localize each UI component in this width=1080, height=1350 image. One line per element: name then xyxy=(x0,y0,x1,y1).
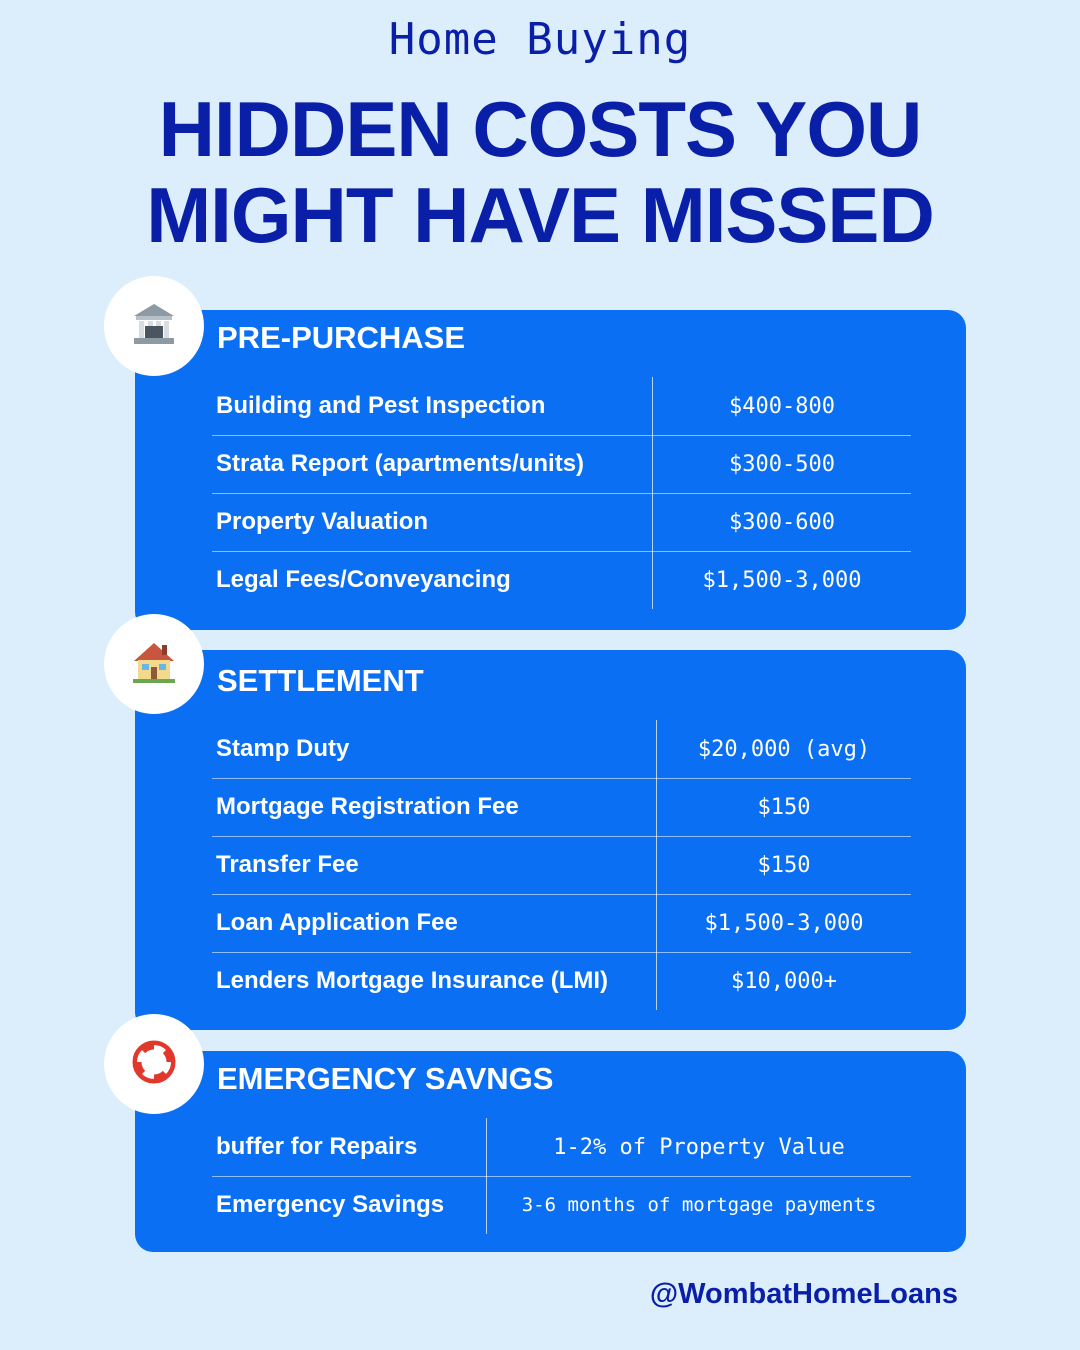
row-label: Legal Fees/Conveyancing xyxy=(212,551,653,609)
row-label: Emergency Savings xyxy=(212,1176,487,1234)
row-value: $150 xyxy=(757,794,811,820)
row-label: Property Valuation xyxy=(212,493,653,551)
table-row: buffer for Repairs 1-2% of Property Valu… xyxy=(212,1118,911,1177)
pre-purchase-card: PRE-PURCHASE Building and Pest Inspectio… xyxy=(135,310,966,630)
table-row: Lenders Mortgage Insurance (LMI) $10,000… xyxy=(212,952,911,1010)
title-line-2: MIGHT HAVE MISSED xyxy=(146,171,935,259)
life-ring-badge xyxy=(104,1014,204,1114)
row-value: $1,500-3,000 xyxy=(704,910,864,936)
bank-icon xyxy=(130,300,178,353)
row-label: Lenders Mortgage Insurance (LMI) xyxy=(212,952,657,1010)
row-value: $300-500 xyxy=(729,451,835,477)
table-row: Strata Report (apartments/units) $300-50… xyxy=(212,435,911,494)
house-icon xyxy=(131,639,177,690)
house-badge xyxy=(104,614,204,714)
emergency-savings-card: EMERGENCY SAVNGS buffer for Repairs 1-2%… xyxy=(135,1051,966,1252)
table-row: Building and Pest Inspection $400-800 xyxy=(212,377,911,436)
row-label: Building and Pest Inspection xyxy=(212,377,653,435)
social-handle: @WombatHomeLoans xyxy=(649,1278,958,1310)
table-row: Mortgage Registration Fee $150 xyxy=(212,778,911,837)
row-label: Loan Application Fee xyxy=(212,894,657,952)
page-title: HIDDEN COSTS YOU MIGHT HAVE MISSED xyxy=(0,86,1080,258)
row-value: 3-6 months of mortgage payments xyxy=(521,1194,877,1216)
row-value: $400-800 xyxy=(729,393,835,419)
row-value: $150 xyxy=(757,852,811,878)
life-ring-icon xyxy=(132,1040,176,1089)
row-label: Mortgage Registration Fee xyxy=(212,778,657,836)
bank-badge xyxy=(104,276,204,376)
row-value: $300-600 xyxy=(729,509,835,535)
row-label: Stamp Duty xyxy=(212,720,657,778)
table-row: Transfer Fee $150 xyxy=(212,836,911,895)
row-value: $1,500-3,000 xyxy=(702,567,862,593)
subtitle: Home Buying xyxy=(388,14,692,65)
section-title: SETTLEMENT xyxy=(217,663,424,698)
section-title: PRE-PURCHASE xyxy=(217,320,466,355)
row-label: Strata Report (apartments/units) xyxy=(212,435,653,493)
row-value: $20,000 (avg) xyxy=(697,736,871,762)
section-title: EMERGENCY SAVNGS xyxy=(217,1061,554,1096)
row-label: buffer for Repairs xyxy=(212,1118,487,1176)
row-label: Transfer Fee xyxy=(212,836,657,894)
table-row: Property Valuation $300-600 xyxy=(212,493,911,552)
table-row: Emergency Savings 3-6 months of mortgage… xyxy=(212,1176,911,1234)
table-row: Loan Application Fee $1,500-3,000 xyxy=(212,894,911,953)
table-row: Legal Fees/Conveyancing $1,500-3,000 xyxy=(212,551,911,609)
settlement-card: SETTLEMENT Stamp Duty $20,000 (avg) Mort… xyxy=(135,650,966,1030)
row-value: $10,000+ xyxy=(731,968,837,994)
title-line-1: HIDDEN COSTS YOU xyxy=(158,85,923,173)
table-row: Stamp Duty $20,000 (avg) xyxy=(212,720,911,779)
row-value: 1-2% of Property Value xyxy=(553,1134,845,1160)
